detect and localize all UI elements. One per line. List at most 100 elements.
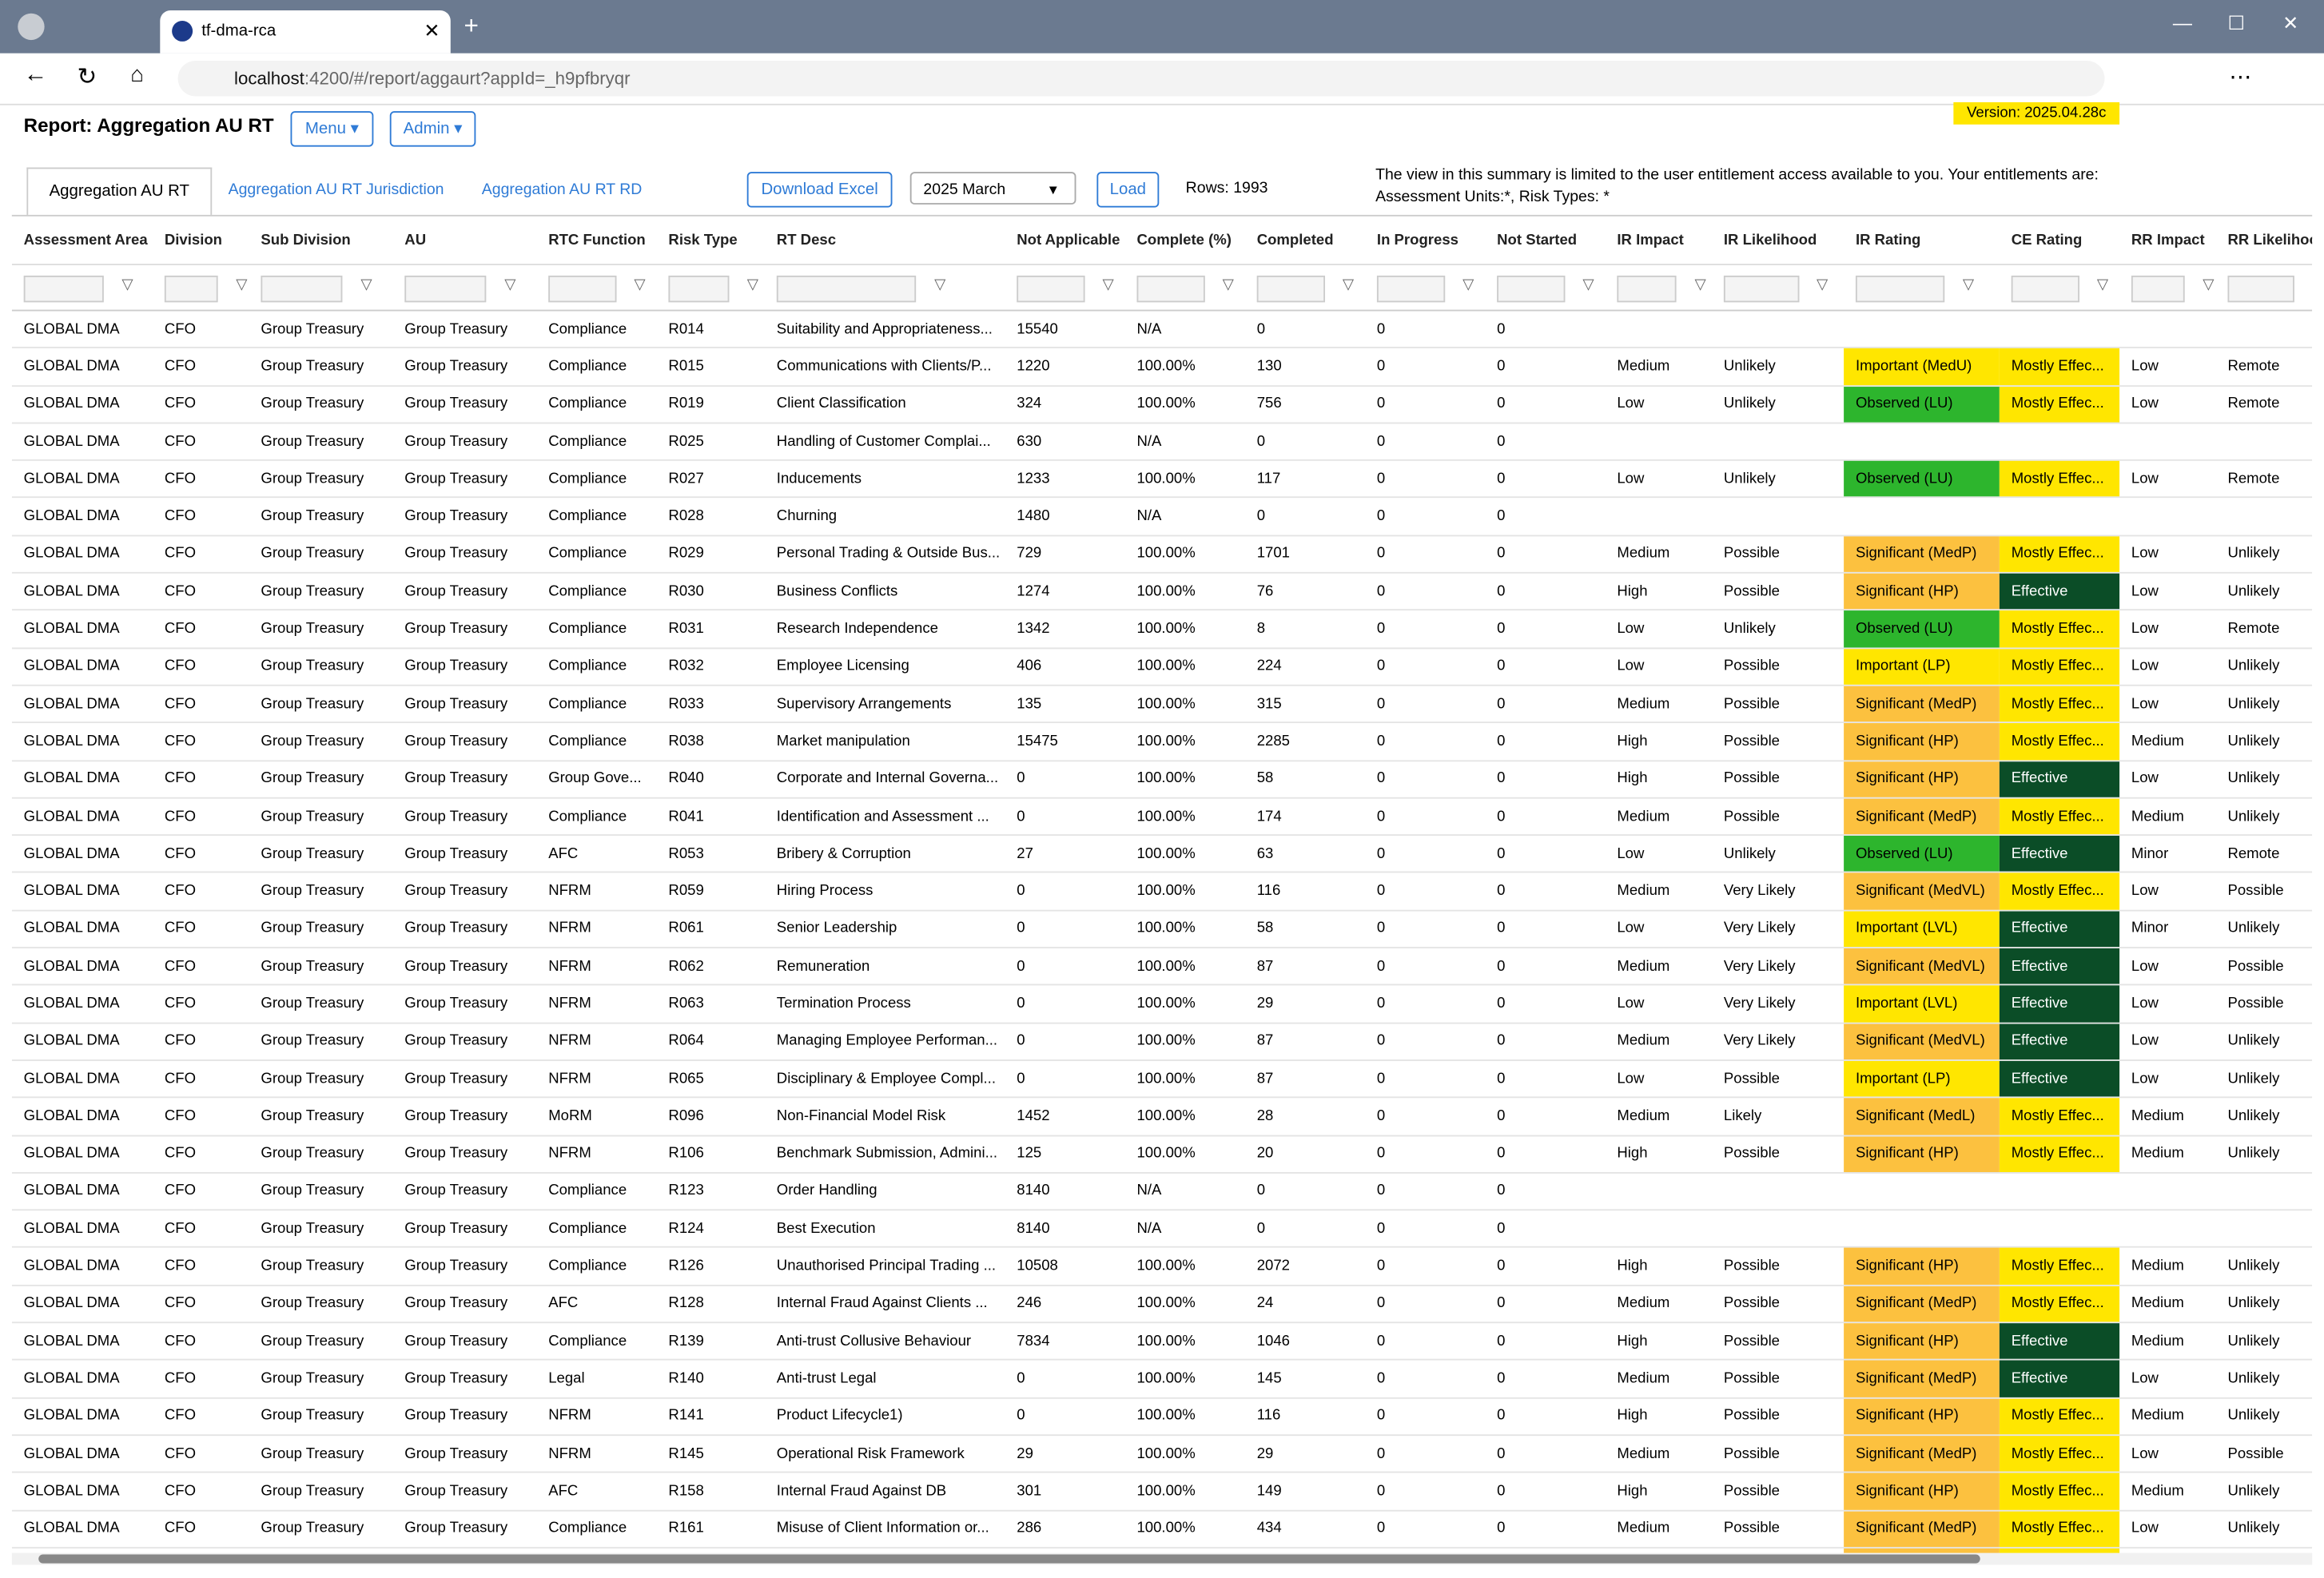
tab[interactable]: Aggregation AU RT RD <box>482 181 643 198</box>
filter-icon[interactable]: ▽ <box>1963 277 1974 293</box>
filter-icon[interactable]: ▽ <box>634 277 645 293</box>
column-header[interactable]: Risk Type <box>657 217 765 264</box>
filter-input[interactable] <box>1856 276 1945 302</box>
profile-icon[interactable] <box>18 14 44 40</box>
data-row[interactable]: GLOBAL DMACFOGroup TreasuryGroup Treasur… <box>12 499 2312 536</box>
home[interactable]: ⌂ <box>130 62 144 88</box>
filter-icon[interactable]: ▽ <box>360 277 372 293</box>
filter-icon[interactable]: ▽ <box>2203 277 2214 293</box>
data-row[interactable]: GLOBAL DMACFOGroup TreasuryGroup Treasur… <box>12 1286 2312 1323</box>
filter-input[interactable] <box>668 276 729 302</box>
data-row[interactable]: GLOBAL DMACFOGroup TreasuryGroup Treasur… <box>12 348 2312 386</box>
column-header[interactable]: Sub Division <box>249 217 393 264</box>
data-row[interactable]: GLOBAL DMACFOGroup TreasuryGroup Treasur… <box>12 948 2312 986</box>
filter-icon[interactable]: ▽ <box>934 277 945 293</box>
filter-icon[interactable]: ▽ <box>1102 277 1113 293</box>
column-header[interactable]: RR Likelihood <box>2216 217 2313 264</box>
data-row[interactable]: GLOBAL DMACFOGroup TreasuryGroup Treasur… <box>12 1511 2312 1548</box>
reload[interactable]: ↻ <box>77 62 97 92</box>
data-row[interactable]: GLOBAL DMACFOGroup TreasuryGroup Treasur… <box>12 761 2312 798</box>
filter-input[interactable] <box>404 276 487 302</box>
column-header[interactable]: CE Rating <box>2000 217 2119 264</box>
column-header[interactable]: RTC Function <box>536 217 656 264</box>
data-row[interactable]: GLOBAL DMACFOGroup TreasuryGroup Treasur… <box>12 686 2312 724</box>
column-header[interactable]: Not Started <box>1485 217 1605 264</box>
filter-icon[interactable]: ▽ <box>1817 277 1828 293</box>
filter-input[interactable] <box>1617 276 1677 302</box>
column-header[interactable]: IR Likelihood <box>1712 217 1844 264</box>
filter-input[interactable] <box>1724 276 1799 302</box>
column-header[interactable]: RR Impact <box>2119 217 2216 264</box>
close[interactable]: ✕ <box>2282 12 2298 36</box>
admin-button[interactable]: Admin ▾ <box>390 111 476 147</box>
filter-input[interactable] <box>1377 276 1445 302</box>
data-row[interactable]: GLOBAL DMACFOGroup TreasuryGroup Treasur… <box>12 611 2312 649</box>
column-header[interactable]: AU <box>392 217 536 264</box>
data-row[interactable]: GLOBAL DMACFOGroup TreasuryGroup Treasur… <box>12 649 2312 686</box>
data-row[interactable]: GLOBAL DMACFOGroup TreasuryGroup Treasur… <box>12 836 2312 873</box>
data-row[interactable]: GLOBAL DMACFOGroup TreasuryGroup Treasur… <box>12 536 2312 574</box>
data-row[interactable]: GLOBAL DMACFOGroup TreasuryGroup Treasur… <box>12 311 2312 348</box>
filter-input[interactable] <box>777 276 917 302</box>
filter-icon[interactable]: ▽ <box>1462 277 1474 293</box>
data-row[interactable]: GLOBAL DMACFOGroup TreasuryGroup Treasur… <box>12 911 2312 948</box>
more[interactable]: ⋯ <box>2229 64 2251 90</box>
data-row[interactable]: GLOBAL DMACFOGroup TreasuryGroup Treasur… <box>12 1436 2312 1473</box>
data-row[interactable]: GLOBAL DMACFOGroup TreasuryGroup Treasur… <box>12 1174 2312 1211</box>
browser-tab[interactable]: tf-dma-rca ✕ <box>160 10 451 54</box>
data-row[interactable]: GLOBAL DMACFOGroup TreasuryGroup Treasur… <box>12 1323 2312 1361</box>
column-header[interactable]: RT Desc <box>765 217 1005 264</box>
filter-input[interactable] <box>1497 276 1565 302</box>
column-header[interactable]: IR Impact <box>1606 217 1713 264</box>
data-row[interactable]: GLOBAL DMACFOGroup TreasuryGroup Treasur… <box>12 1061 2312 1099</box>
filter-input[interactable] <box>548 276 616 302</box>
data-row[interactable]: GLOBAL DMACFOGroup TreasuryGroup Treasur… <box>12 1136 2312 1174</box>
filter-icon[interactable]: ▽ <box>504 277 515 293</box>
column-header[interactable]: Division <box>153 217 249 264</box>
filter-icon[interactable]: ▽ <box>747 277 758 293</box>
url-field[interactable]: localhost:4200/#/report/aggaurt?appId=_h… <box>178 61 2105 97</box>
data-row[interactable]: GLOBAL DMACFOGroup TreasuryGroup Treasur… <box>12 1024 2312 1061</box>
filter-input[interactable] <box>165 276 218 302</box>
data-row[interactable]: GLOBAL DMACFOGroup TreasuryGroup Treasur… <box>12 986 2312 1024</box>
period-select[interactable]: 2025 March▼ <box>910 172 1076 205</box>
filter-input[interactable] <box>2012 276 2079 302</box>
filter-icon[interactable]: ▽ <box>1223 277 1234 293</box>
data-row[interactable]: GLOBAL DMACFOGroup TreasuryGroup Treasur… <box>12 1398 2312 1436</box>
filter-icon[interactable]: ▽ <box>2097 277 2108 293</box>
filter-input[interactable] <box>2131 276 2185 302</box>
data-row[interactable]: GLOBAL DMACFOGroup TreasuryGroup Treasur… <box>12 461 2312 499</box>
filter-input[interactable] <box>24 276 104 302</box>
filter-icon[interactable]: ▽ <box>121 277 133 293</box>
data-row[interactable]: GLOBAL DMACFOGroup TreasuryGroup Treasur… <box>12 423 2312 461</box>
tab[interactable]: Aggregation AU RT Jurisdiction <box>229 181 444 198</box>
load-button[interactable]: Load <box>1096 172 1159 208</box>
tab-close[interactable]: ✕ <box>424 19 440 43</box>
filter-input[interactable] <box>2227 276 2294 302</box>
filter-icon[interactable]: ▽ <box>1582 277 1594 293</box>
data-row[interactable]: GLOBAL DMACFOGroup TreasuryGroup Treasur… <box>12 724 2312 761</box>
back[interactable]: ← <box>24 62 48 89</box>
data-row[interactable]: GLOBAL DMACFOGroup TreasuryGroup Treasur… <box>12 1099 2312 1136</box>
column-header[interactable]: IR Rating <box>1844 217 2000 264</box>
maximize[interactable]: ☐ <box>2227 12 2245 36</box>
filter-input[interactable] <box>261 276 343 302</box>
download-button[interactable]: Download Excel <box>747 172 893 208</box>
column-header[interactable]: In Progress <box>1365 217 1485 264</box>
data-row[interactable]: GLOBAL DMACFOGroup TreasuryGroup Treasur… <box>12 1210 2312 1248</box>
filter-input[interactable] <box>1257 276 1325 302</box>
tab-active[interactable]: Aggregation AU RT <box>26 168 212 215</box>
filter-icon[interactable]: ▽ <box>1695 277 1706 293</box>
new-tab[interactable]: + <box>464 12 478 42</box>
data-row[interactable]: GLOBAL DMACFOGroup TreasuryGroup Treasur… <box>12 386 2312 423</box>
minimize[interactable]: — <box>2173 12 2192 34</box>
data-row[interactable]: GLOBAL DMACFOGroup TreasuryGroup Treasur… <box>12 873 2312 911</box>
data-row[interactable]: GLOBAL DMACFOGroup TreasuryGroup Treasur… <box>12 1248 2312 1286</box>
menu-button[interactable]: Menu ▾ <box>291 111 374 147</box>
data-row[interactable]: GLOBAL DMACFOGroup TreasuryGroup Treasur… <box>12 574 2312 611</box>
column-header[interactable]: Not Applicable <box>1005 217 1124 264</box>
filter-input[interactable] <box>1136 276 1204 302</box>
data-row[interactable]: GLOBAL DMACFOGroup TreasuryGroup Treasur… <box>12 1361 2312 1398</box>
column-header[interactable]: Assessment Area <box>12 217 153 264</box>
filter-input[interactable] <box>1017 276 1084 302</box>
